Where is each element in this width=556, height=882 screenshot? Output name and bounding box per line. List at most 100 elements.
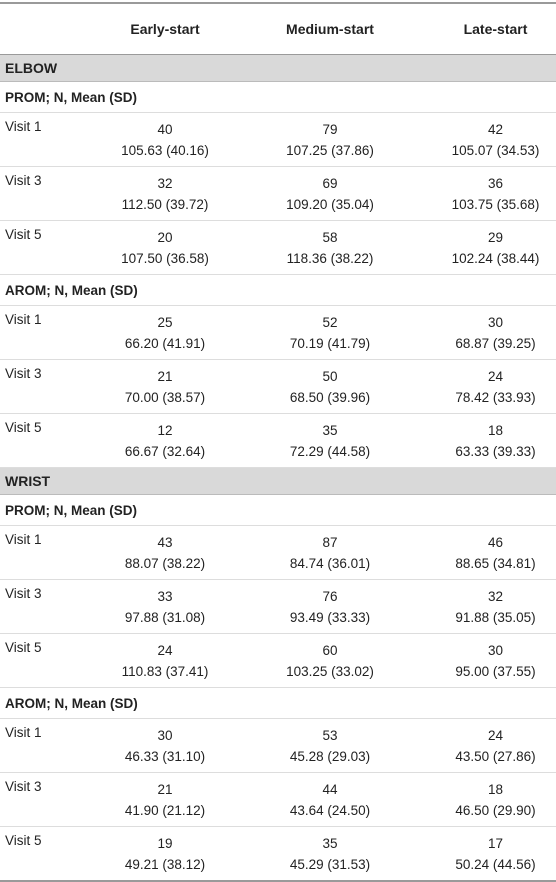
- mean-sd: 41.90 (21.12): [124, 802, 206, 818]
- visit-row: Visit 5 12 66.67 (32.64) 35 72.29 (44.58) 18 6…: [0, 413, 556, 468]
- n-value: 30: [487, 314, 504, 330]
- n-value: 36: [487, 175, 504, 191]
- mean-sd: 103.75 (35.68): [451, 196, 540, 212]
- value-cell: 29 102.24 (38.44): [415, 220, 556, 275]
- group-label: AROM; N, Mean (SD): [0, 274, 556, 306]
- value-cell: 46 88.65 (34.81): [415, 525, 556, 580]
- mean-sd: 107.50 (36.58): [121, 250, 209, 266]
- n-value: 87: [322, 534, 338, 550]
- value-cell: 24 110.83 (37.41): [85, 633, 245, 688]
- n-value: 12: [157, 422, 173, 438]
- mean-sd: 109.20 (35.04): [286, 196, 374, 212]
- visit-row: Visit 3 21 41.90 (21.12) 44 43.64 (24.50) 18 4…: [0, 772, 556, 827]
- visit-row: Visit 3 32 112.50 (39.72) 69 109.20 (35.04) 3…: [0, 166, 556, 221]
- visit-row: Visit 5 19 49.21 (38.12) 35 45.29 (31.53) 17 5…: [0, 826, 556, 882]
- mean-sd: 68.87 (39.25): [455, 335, 536, 351]
- mean-sd: 110.83 (37.41): [121, 663, 209, 679]
- visit-label: Visit 5: [0, 826, 85, 882]
- mean-sd: 46.33 (31.10): [124, 748, 206, 764]
- mean-sd: 93.49 (33.33): [289, 609, 371, 625]
- visit-label: Visit 1: [0, 112, 85, 167]
- mean-sd: 107.25 (37.86): [286, 142, 374, 158]
- mean-sd: 70.00 (38.57): [124, 389, 206, 405]
- visit-row: Visit 1 43 88.07 (38.22) 87 84.74 (36.01) 46 8…: [0, 525, 556, 580]
- value-cell: 30 46.33 (31.10): [85, 718, 245, 773]
- visit-row: Visit 1 25 66.20 (41.91) 52 70.19 (41.79) 30 6…: [0, 305, 556, 360]
- section-title: WRIST: [0, 467, 556, 495]
- mean-sd: 88.65 (34.81): [455, 555, 536, 571]
- n-value: 35: [322, 835, 338, 851]
- value-cell: 21 41.90 (21.12): [85, 772, 245, 827]
- value-cell: 60 103.25 (33.02): [245, 633, 415, 688]
- value-cell: 32 91.88 (35.05): [415, 579, 556, 634]
- value-cell: 35 45.29 (31.53): [245, 826, 415, 882]
- mean-sd: 70.19 (41.79): [289, 335, 371, 351]
- n-value: 52: [322, 314, 338, 330]
- n-value: 50: [322, 368, 338, 384]
- mean-sd: 84.74 (36.01): [289, 555, 371, 571]
- n-value: 43: [157, 534, 173, 550]
- visit-label: Visit 1: [0, 305, 85, 360]
- mean-sd: 118.36 (38.22): [286, 250, 374, 266]
- n-value: 30: [157, 727, 173, 743]
- mean-sd: 95.00 (37.55): [455, 663, 536, 679]
- n-value: 21: [157, 368, 173, 384]
- mean-sd: 63.33 (39.33): [455, 443, 536, 459]
- n-value: 25: [157, 314, 173, 330]
- n-value: 32: [157, 175, 173, 191]
- group-row: PROM; N, Mean (SD): [0, 81, 556, 113]
- n-value: 17: [487, 835, 504, 851]
- table-body: ELBOW PROM; N, Mean (SD) Visit 1 40 105.63 (…: [0, 54, 556, 882]
- mean-sd: 97.88 (31.08): [124, 609, 206, 625]
- value-cell: 40 105.63 (40.16): [85, 112, 245, 167]
- n-value: 21: [157, 781, 173, 797]
- visit-label: Visit 3: [0, 579, 85, 634]
- visit-row: Visit 1 30 46.33 (31.10) 53 45.28 (29.03) 24 4…: [0, 718, 556, 773]
- group-row: AROM; N, Mean (SD): [0, 274, 556, 306]
- mean-sd: 78.42 (33.93): [455, 389, 536, 405]
- n-value: 19: [157, 835, 173, 851]
- n-value: 58: [322, 229, 338, 245]
- value-cell: 35 72.29 (44.58): [245, 413, 415, 468]
- group-label: PROM; N, Mean (SD): [0, 494, 556, 526]
- n-value: 35: [322, 422, 338, 438]
- visit-row: Visit 5 20 107.50 (36.58) 58 118.36 (38.22) 2…: [0, 220, 556, 275]
- value-cell: 69 109.20 (35.04): [245, 166, 415, 221]
- mean-sd: 66.67 (32.64): [124, 443, 206, 459]
- value-cell: 33 97.88 (31.08): [85, 579, 245, 634]
- value-cell: 30 68.87 (39.25): [415, 305, 556, 360]
- n-value: 32: [487, 588, 504, 604]
- visit-label: Visit 5: [0, 413, 85, 468]
- mean-sd: 45.29 (31.53): [289, 856, 371, 872]
- visit-row: Visit 3 33 97.88 (31.08) 76 93.49 (33.33) 32 9…: [0, 579, 556, 634]
- group-label: AROM; N, Mean (SD): [0, 687, 556, 719]
- n-value: 40: [157, 121, 173, 137]
- value-cell: 44 43.64 (24.50): [245, 772, 415, 827]
- visit-row: Visit 1 40 105.63 (40.16) 79 107.25 (37.86) 4…: [0, 112, 556, 167]
- section-row: WRIST: [0, 467, 556, 495]
- mean-sd: 46.50 (29.90): [455, 802, 536, 818]
- mean-sd: 72.29 (44.58): [289, 443, 371, 459]
- value-cell: 25 66.20 (41.91): [85, 305, 245, 360]
- value-cell: 19 49.21 (38.12): [85, 826, 245, 882]
- group-row: PROM; N, Mean (SD): [0, 494, 556, 526]
- n-value: 46: [487, 534, 504, 550]
- visit-label: Visit 1: [0, 525, 85, 580]
- n-value: 53: [322, 727, 338, 743]
- value-cell: 17 50.24 (44.56): [415, 826, 556, 882]
- mean-sd: 102.24 (38.44): [451, 250, 540, 266]
- value-cell: 18 46.50 (29.90): [415, 772, 556, 827]
- n-value: 18: [487, 422, 504, 438]
- value-cell: 43 88.07 (38.22): [85, 525, 245, 580]
- mean-sd: 66.20 (41.91): [124, 335, 206, 351]
- n-value: 60: [322, 642, 338, 658]
- visit-row: Visit 3 21 70.00 (38.57) 50 68.50 (39.96) 24 7…: [0, 359, 556, 414]
- value-cell: 24 78.42 (33.93): [415, 359, 556, 414]
- n-value: 33: [157, 588, 173, 604]
- value-cell: 53 45.28 (29.03): [245, 718, 415, 773]
- mean-sd: 88.07 (38.22): [124, 555, 206, 571]
- visit-row: Visit 5 24 110.83 (37.41) 60 103.25 (33.02) 3…: [0, 633, 556, 688]
- mean-sd: 68.50 (39.96): [289, 389, 371, 405]
- visit-label: Visit 3: [0, 359, 85, 414]
